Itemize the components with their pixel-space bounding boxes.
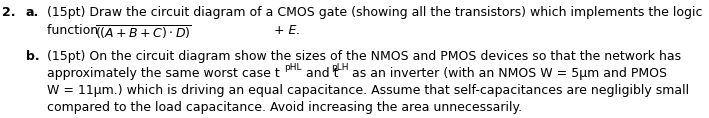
Text: pLH: pLH xyxy=(331,63,349,72)
Text: and t: and t xyxy=(302,67,338,80)
Text: pHL: pHL xyxy=(284,63,301,72)
Text: as an inverter (with an NMOS W = 5μm and PMOS: as an inverter (with an NMOS W = 5μm and… xyxy=(348,67,667,80)
Text: b.: b. xyxy=(26,50,40,63)
Text: W = 11μm.) which is driving an equal capacitance. Assume that self-capacitances : W = 11μm.) which is driving an equal cap… xyxy=(47,84,689,97)
Text: approximately the same worst case t: approximately the same worst case t xyxy=(47,67,280,80)
Text: + E.: + E. xyxy=(270,24,301,37)
Text: compared to the load capacitance. Avoid increasing the area unnecessarily.: compared to the load capacitance. Avoid … xyxy=(47,101,522,114)
Text: (15pt) Draw the circuit diagram of a CMOS gate (showing all the transistors) whi: (15pt) Draw the circuit diagram of a CMO… xyxy=(47,6,703,19)
Text: function: function xyxy=(47,24,102,37)
Text: (15pt) On the circuit diagram show the sizes of the NMOS and PMOS devices so tha: (15pt) On the circuit diagram show the s… xyxy=(47,50,681,63)
Text: a.: a. xyxy=(26,6,39,19)
Text: 2.: 2. xyxy=(2,6,16,19)
Text: $\overline{((A+B+C)\cdot D)}$: $\overline{((A+B+C)\cdot D)}$ xyxy=(95,24,191,41)
